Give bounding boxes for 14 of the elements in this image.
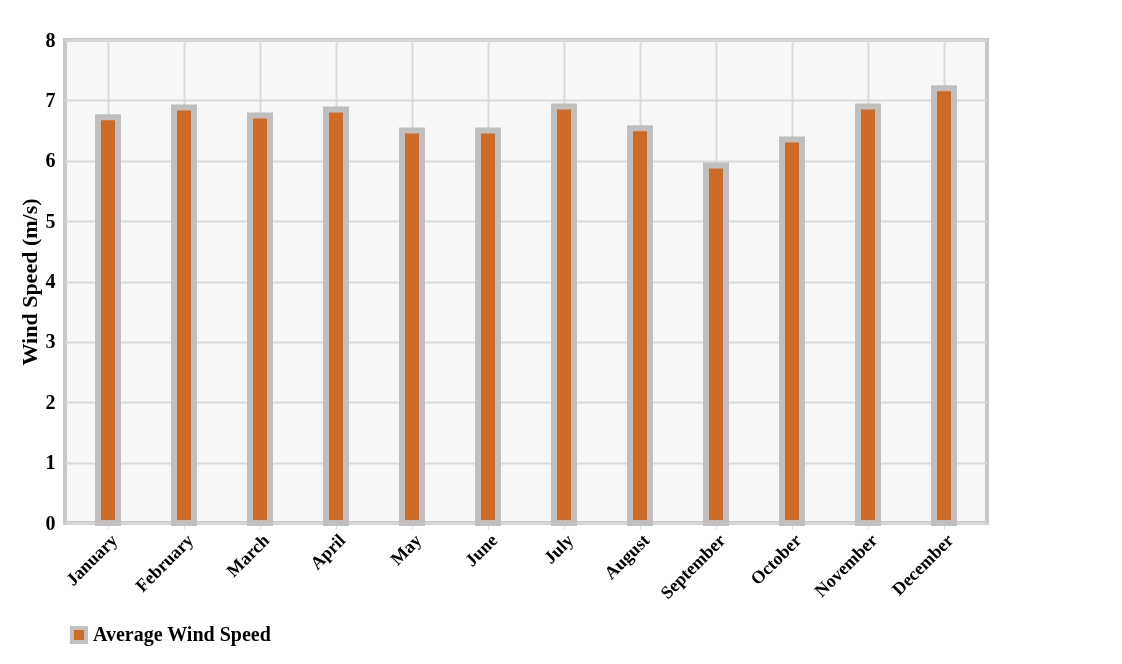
y-tick-label: 3	[45, 330, 56, 353]
y-tick-label: 0	[45, 511, 56, 534]
x-tick-label: June	[460, 530, 502, 571]
y-tick-label: 8	[45, 28, 56, 51]
x-tick-label: July	[539, 530, 578, 568]
y-tick-label: 4	[45, 270, 56, 292]
y-tick-label: 7	[45, 88, 56, 111]
legend-label: Average Wind Speed	[93, 623, 271, 646]
x-tick-label: May	[386, 530, 426, 569]
y-tick-label: 6	[45, 149, 56, 172]
y-tick-label: 2	[45, 390, 56, 413]
y-tick-label: 5	[45, 209, 56, 232]
y-axis-title: Wind Speed (m/s)	[16, 198, 42, 366]
y-tick-label: 1	[45, 451, 56, 474]
